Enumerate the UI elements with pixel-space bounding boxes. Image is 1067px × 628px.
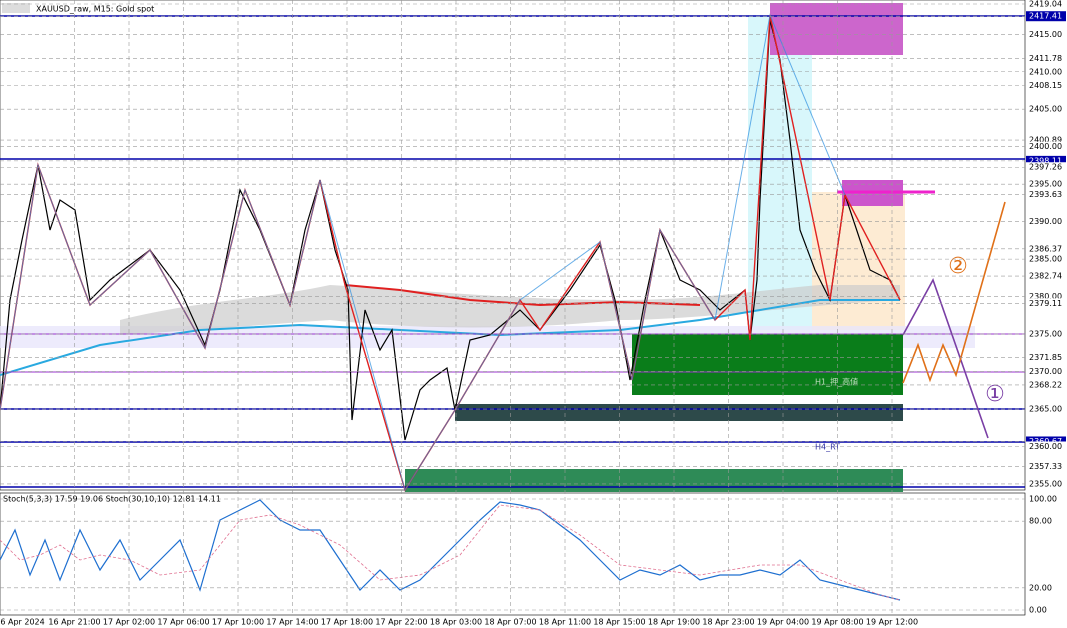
y-tick-label: 2371.85 xyxy=(1029,353,1062,362)
y-tick-label: 2411.78 xyxy=(1029,54,1062,63)
oscillator-panel xyxy=(0,492,1026,616)
stoch-line xyxy=(0,499,901,601)
y-tick-label: 2355.00 xyxy=(1029,479,1062,488)
tick-label-bg xyxy=(1026,189,1066,200)
tick-label-bg xyxy=(1026,135,1066,146)
y-tick-label: 2393.63 xyxy=(1029,190,1062,199)
tick-label-bg xyxy=(1026,179,1066,190)
cloud xyxy=(120,285,900,335)
tick-label-bg xyxy=(1026,352,1066,363)
x-tick-label: 19 Apr 04:00 xyxy=(757,618,809,627)
oscillator-title: Stoch(5,3,3) 17.59 19.06 Stoch(30,10,10)… xyxy=(3,495,221,504)
x-tick-label: 18 Apr 07:00 xyxy=(484,618,536,627)
osc-tick-label: 20.00 xyxy=(1029,583,1052,592)
x-tick-label: 17 Apr 18:00 xyxy=(321,618,373,627)
x-tick-label: 16 Apr 2024 xyxy=(0,618,45,627)
tick-label-bg xyxy=(1026,478,1066,489)
y-tick-label: 2419.04 xyxy=(1029,0,1062,9)
zigzag xyxy=(0,13,846,492)
tick-label-bg xyxy=(1026,104,1066,115)
zone xyxy=(632,334,903,395)
y-tick-label: 2400.89 xyxy=(1029,136,1062,145)
tick-label-bg xyxy=(1026,11,1066,22)
zone xyxy=(770,3,903,55)
y-tick-label: 2408.15 xyxy=(1029,81,1062,90)
tick-label-bg xyxy=(1026,66,1066,77)
y-tick-label: 2400.00 xyxy=(1029,142,1062,151)
x-tick-label: 17 Apr 14:00 xyxy=(266,618,318,627)
zone xyxy=(748,15,812,330)
stoch-signal xyxy=(0,504,901,601)
x-tick-label: 17 Apr 06:00 xyxy=(157,618,209,627)
y-tick-label: 2415.00 xyxy=(1029,30,1062,39)
y-tick-label: 2360.67 xyxy=(1029,437,1062,446)
x-tick-label: 19 Apr 08:00 xyxy=(811,618,863,627)
osc-tick-label: 100.00 xyxy=(1029,495,1057,504)
moving-average xyxy=(344,284,701,307)
tick-label-bg xyxy=(1026,291,1066,302)
icon xyxy=(2,3,30,13)
tick-label-bg xyxy=(1026,441,1066,452)
x-tick-label: 18 Apr 19:00 xyxy=(648,618,700,627)
tick-label-bg xyxy=(1026,254,1066,265)
zone xyxy=(405,469,903,492)
tick-label-bg xyxy=(1026,80,1066,91)
osc-tick-label: 80.00 xyxy=(1029,517,1052,526)
tick-label-bg xyxy=(1026,298,1066,309)
y-tick-label: 2368.22 xyxy=(1029,380,1062,389)
tick-label-bg xyxy=(1026,162,1066,173)
scenario-path xyxy=(902,278,989,439)
scenario-path xyxy=(902,201,1006,384)
x-tick-label: 17 Apr 10:00 xyxy=(212,618,264,627)
x-tick-label: 17 Apr 02:00 xyxy=(103,618,155,627)
y-tick-label: 2386.37 xyxy=(1029,244,1062,253)
zone xyxy=(812,192,905,330)
tick-label-bg xyxy=(1026,29,1066,40)
tick-label-bg xyxy=(1026,379,1066,390)
y-tick-label: 2375.00 xyxy=(1029,330,1062,339)
tick-label-bg xyxy=(1026,243,1066,254)
x-tick-label: 18 Apr 15:00 xyxy=(593,618,645,627)
tick-label-bg xyxy=(1026,271,1066,282)
y-tick-label: 2395.00 xyxy=(1029,180,1062,189)
x-tick-label: 19 Apr 12:00 xyxy=(866,618,918,627)
y-tick-label: 2382.74 xyxy=(1029,272,1062,281)
annotation: H4_RT xyxy=(815,443,840,452)
y-tick-label: 2357.33 xyxy=(1029,462,1062,471)
tick-label-bg xyxy=(1026,0,1066,9)
tick-label-bg xyxy=(1026,404,1066,415)
tick-label-bg xyxy=(1026,141,1066,152)
x-tick-label: 18 Apr 03:00 xyxy=(430,618,482,627)
x-tick-label: 16 Apr 21:00 xyxy=(48,618,100,627)
y-tick-label: 2380.00 xyxy=(1029,292,1062,301)
zone xyxy=(455,404,903,421)
window-title: XAUUSD_raw, M15: Gold spot xyxy=(36,5,154,14)
y-tick-label: 2390.00 xyxy=(1029,217,1062,226)
y-tick-label: 2417.41 xyxy=(1029,12,1062,21)
tick-label-bg xyxy=(1026,436,1066,447)
y-tick-label: 2360.00 xyxy=(1029,442,1062,451)
x-tick-label: 18 Apr 23:00 xyxy=(702,618,754,627)
tick-label-bg xyxy=(1026,329,1066,340)
annotation: ① xyxy=(985,382,1005,407)
tick-label-bg xyxy=(1026,53,1066,64)
y-tick-label: 2379.11 xyxy=(1029,299,1062,308)
osc-tick-label: 0.00 xyxy=(1029,606,1047,615)
y-tick-label: 2397.26 xyxy=(1029,163,1062,172)
tick-label-bg xyxy=(1026,366,1066,377)
y-tick-label: 2370.00 xyxy=(1029,367,1062,376)
annotation: ② xyxy=(948,254,968,279)
tick-label-bg xyxy=(1026,216,1066,227)
annotation: H1_押_高値 xyxy=(815,377,858,387)
y-tick-label: 2385.00 xyxy=(1029,255,1062,264)
y-tick-label: 2398.11 xyxy=(1029,156,1062,165)
y-tick-label: 2365.00 xyxy=(1029,405,1062,414)
y-tick-label: 2410.00 xyxy=(1029,67,1062,76)
x-tick-label: 17 Apr 22:00 xyxy=(375,618,427,627)
y-tick-label: 2405.00 xyxy=(1029,105,1062,114)
tick-label-bg xyxy=(1026,461,1066,472)
tick-label-bg xyxy=(1026,155,1066,166)
x-tick-label: 18 Apr 11:00 xyxy=(539,618,591,627)
